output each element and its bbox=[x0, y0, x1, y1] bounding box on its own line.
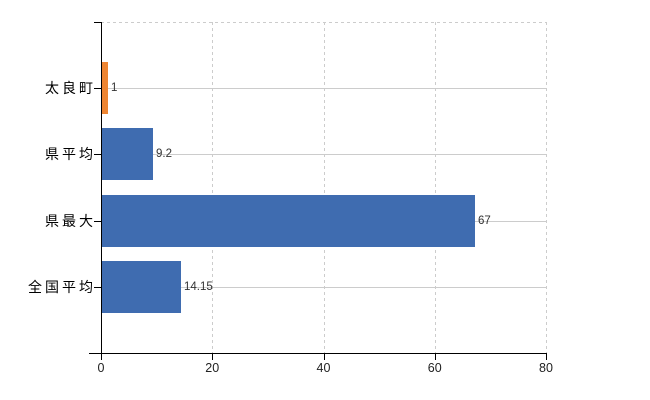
bar-3 bbox=[102, 261, 181, 313]
x-gridline-20 bbox=[212, 22, 214, 353]
bar-1 bbox=[102, 128, 153, 180]
y-category-label-2: 県最大 bbox=[45, 213, 96, 229]
x-tick-label-60: 60 bbox=[427, 361, 442, 375]
y-axis-top-tick bbox=[94, 22, 101, 23]
x-tick-label-80: 80 bbox=[539, 361, 553, 375]
x-axis-tick-60 bbox=[434, 354, 436, 360]
y-gridline-1 bbox=[101, 154, 546, 155]
bar-2 bbox=[102, 195, 475, 247]
bar-0 bbox=[102, 62, 108, 114]
y-gridline-3 bbox=[101, 287, 546, 288]
bar-value-label-3: 14.15 bbox=[184, 281, 213, 293]
plot-right-border bbox=[546, 22, 547, 353]
y-category-label-0: 太良町 bbox=[45, 80, 96, 96]
y-axis-tick-1 bbox=[94, 154, 101, 155]
x-tick-label-40: 40 bbox=[316, 361, 331, 375]
bar-value-label-1: 9.2 bbox=[156, 148, 172, 160]
y-axis-tick-0 bbox=[94, 88, 101, 89]
x-gridline-60 bbox=[434, 22, 436, 353]
x-gridline-40 bbox=[323, 22, 325, 353]
x-tick-label-0: 0 bbox=[97, 361, 105, 375]
y-category-label-3: 全国平均 bbox=[28, 279, 96, 295]
bar-value-label-0: 1 bbox=[111, 82, 118, 94]
y-gridline-0 bbox=[101, 88, 546, 89]
x-axis-tick-20 bbox=[212, 354, 214, 360]
x-axis-tick-80 bbox=[546, 354, 547, 360]
x-axis-tick-40 bbox=[323, 354, 325, 360]
y-category-label-1: 県平均 bbox=[45, 146, 96, 162]
bar-value-label-2: 67 bbox=[478, 215, 491, 227]
x-axis-line bbox=[89, 353, 547, 354]
y-axis-tick-3 bbox=[94, 287, 101, 288]
y-axis-tick-2 bbox=[94, 221, 101, 222]
y-axis-line bbox=[101, 22, 102, 354]
x-tick-label-20: 20 bbox=[205, 361, 220, 375]
x-axis-tick-0 bbox=[101, 354, 102, 360]
